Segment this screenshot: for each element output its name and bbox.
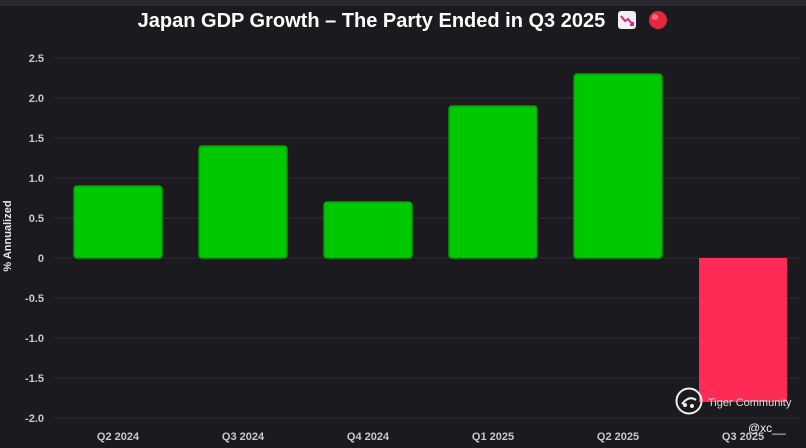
bar-q3-2024	[198, 145, 288, 259]
tiger-community-logo-icon	[674, 386, 704, 421]
bar-q4-2024	[323, 201, 413, 259]
x-tick-label: Q1 2025	[472, 431, 514, 443]
y-tick-label: 0.5	[29, 213, 44, 225]
x-tick-label: Q3 2025	[722, 431, 764, 443]
bar-q1-2025	[448, 105, 538, 259]
chart-title: Japan GDP Growth – The Party Ended in Q3…	[0, 10, 806, 36]
y-tick-label: -1.0	[25, 333, 44, 345]
top-strip	[0, 0, 806, 6]
x-tick-label: Q3 2024	[222, 431, 265, 443]
grid-layer	[55, 57, 800, 419]
y-tick-label: -0.5	[25, 293, 44, 305]
x-tick-layer: Q2 2024 Q3 2024 Q4 2024 Q1 2025 Q2 2025 Q3 20…	[97, 431, 764, 443]
bar-q2-2025	[573, 73, 663, 259]
bar-q3-2025	[699, 258, 787, 402]
bar-layer	[73, 73, 787, 402]
x-tick-label: Q2 2025	[597, 431, 639, 443]
bar-q2-2024	[73, 185, 163, 259]
watermark-handle: @xc__	[748, 421, 786, 435]
y-tick-label: 1.5	[29, 133, 44, 145]
y-tick-label: 2.0	[29, 93, 44, 105]
x-tick-label: Q2 2024	[97, 431, 140, 443]
y-tick-label: 1.0	[29, 173, 44, 185]
chart-title-text: Japan GDP Growth – The Party Ended in Q3…	[137, 10, 606, 32]
x-tick-label: Q4 2024	[347, 431, 390, 443]
y-tick-label: -1.5	[25, 373, 44, 385]
red-circle-icon	[648, 10, 668, 36]
y-tick-label: 0	[38, 253, 44, 265]
y-tick-label: -2.0	[25, 413, 44, 425]
watermark: Tiger Community	[674, 386, 792, 421]
chart-decreasing-icon	[617, 10, 637, 36]
y-tick-label: 2.5	[29, 53, 44, 65]
y-tick-layer: 2.5 2.0 1.5 1.0 0.5 0 -0.5 -1.0 -1.5 -2.0	[25, 53, 44, 425]
watermark-brand: Tiger Community	[708, 397, 792, 409]
